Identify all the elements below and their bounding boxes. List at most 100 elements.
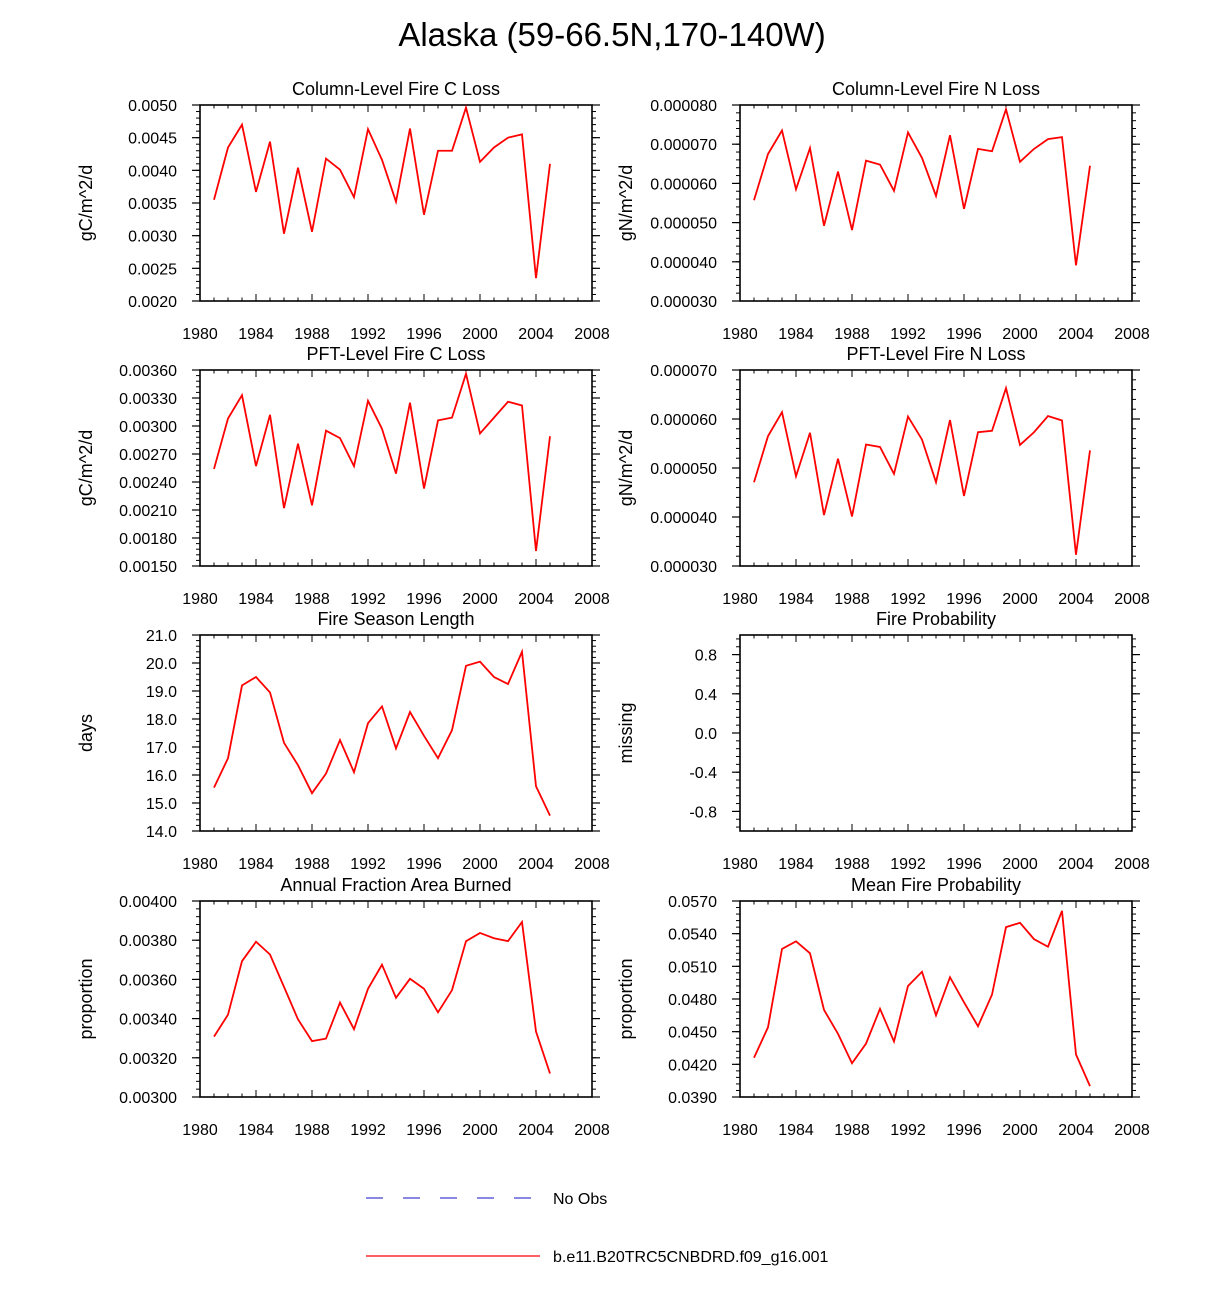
x-tick-label: 1980 [182, 326, 218, 343]
y-tick-label: 0.00300 [119, 419, 177, 436]
x-tick-label: 2000 [462, 856, 498, 873]
chart-panel-5: Fire Season Length days 1980 1984 1988 1992 19… [76, 609, 610, 873]
y-axis-label: gC/m^2/d [76, 430, 96, 506]
y-axis-label: gN/m^2/d [616, 165, 636, 241]
chart-panel-8: Mean Fire Probability proportion 1980 1984 1… [616, 875, 1150, 1139]
y-tick-label: 0.0025 [128, 261, 177, 278]
x-tick-label: 1992 [890, 326, 926, 343]
x-tick-label: 1988 [294, 856, 330, 873]
y-tick-label: 0.0045 [128, 131, 177, 148]
panel-title: Column-Level Fire N Loss [832, 79, 1040, 99]
plot-frame [199, 369, 593, 567]
x-tick-label: 2008 [574, 856, 610, 873]
x-tick-label: 1992 [890, 591, 926, 608]
y-tick-label: 0.000030 [650, 559, 717, 576]
chart-panels: Column-Level Fire C Loss gC/m^2/d 1980 1984… [76, 79, 1150, 1139]
y-tick-label: 0.00180 [119, 531, 177, 548]
y-tick-label: 0.000030 [650, 294, 717, 311]
x-tick-label: 1988 [834, 1122, 870, 1139]
y-tick-label: 0.4 [695, 687, 717, 704]
plot-frame [739, 104, 1133, 302]
x-tick-label: 1988 [834, 326, 870, 343]
y-axis-label: proportion [616, 958, 636, 1039]
y-tick-label: 0.00210 [119, 503, 177, 520]
x-tick-label: 1984 [778, 591, 814, 608]
y-tick-label: 0.000070 [650, 363, 717, 380]
y-tick-label: 18.0 [146, 712, 177, 729]
y-tick-label: 0.0570 [668, 894, 717, 911]
x-tick-label: 1996 [946, 326, 982, 343]
y-tick-label: 0.0510 [668, 959, 717, 976]
y-tick-label: 0.000070 [650, 137, 717, 154]
y-tick-label: 0.0040 [128, 163, 177, 180]
x-tick-label: 1980 [722, 856, 758, 873]
x-tick-label: 1996 [406, 326, 442, 343]
x-tick-label: 1984 [778, 326, 814, 343]
plot-frame [739, 634, 1133, 832]
x-tick-label: 1984 [778, 1122, 814, 1139]
x-tick-label: 1992 [350, 326, 386, 343]
x-tick-label: 1980 [182, 856, 218, 873]
x-tick-label: 2004 [1058, 326, 1094, 343]
x-tick-label: 2004 [1058, 591, 1094, 608]
y-tick-label: -0.4 [689, 765, 717, 782]
x-tick-label: 1996 [406, 856, 442, 873]
x-tick-label: 1988 [294, 1122, 330, 1139]
x-tick-label: 1984 [238, 856, 274, 873]
y-tick-label: 0.00270 [119, 447, 177, 464]
y-tick-label: 0.0480 [668, 992, 717, 1009]
x-tick-label: 2004 [1058, 856, 1094, 873]
legend: No Obs b.e11.B20TRC5CNBDRD.f09_g16.001 [366, 1191, 829, 1266]
y-tick-label: 0.00300 [119, 1090, 177, 1107]
x-tick-label: 2000 [462, 591, 498, 608]
y-tick-label: 21.0 [146, 628, 177, 645]
x-tick-label: 2000 [1002, 591, 1038, 608]
x-tick-label: 2004 [518, 326, 554, 343]
legend-model-label: b.e11.B20TRC5CNBDRD.f09_g16.001 [553, 1249, 829, 1266]
x-tick-label: 1980 [722, 591, 758, 608]
y-tick-label: -0.8 [689, 804, 717, 821]
panel-title: Mean Fire Probability [851, 875, 1021, 895]
x-tick-label: 1996 [406, 1122, 442, 1139]
x-tick-label: 2004 [1058, 1122, 1094, 1139]
y-tick-label: 0.00340 [119, 1012, 177, 1029]
x-tick-label: 1992 [350, 1122, 386, 1139]
x-tick-label: 2008 [574, 591, 610, 608]
x-tick-label: 2008 [1114, 1122, 1150, 1139]
y-tick-label: 0.00400 [119, 894, 177, 911]
y-tick-label: 0.0035 [128, 196, 177, 213]
y-tick-label: 0.8 [695, 648, 717, 665]
plot-frame [739, 900, 1133, 1098]
x-tick-label: 2008 [1114, 326, 1150, 343]
y-axis-label: gC/m^2/d [76, 165, 96, 241]
y-tick-label: 17.0 [146, 740, 177, 757]
x-tick-label: 1984 [238, 1122, 274, 1139]
panel-title: PFT-Level Fire C Loss [306, 344, 485, 364]
series-line [753, 910, 1091, 1087]
x-tick-label: 1980 [722, 326, 758, 343]
y-tick-label: 0.000050 [650, 216, 717, 233]
x-tick-label: 2000 [462, 1122, 498, 1139]
series-line [213, 648, 551, 816]
x-tick-label: 1988 [294, 326, 330, 343]
y-tick-label: 0.0420 [668, 1057, 717, 1074]
y-tick-label: 0.00380 [119, 933, 177, 950]
series-line [213, 104, 551, 279]
y-tick-label: 0.0020 [128, 294, 177, 311]
chart-panel-2: Column-Level Fire N Loss gN/m^2/d 1980 1984… [616, 79, 1150, 343]
x-tick-label: 1980 [722, 1122, 758, 1139]
chart-panel-6: Fire Probability missing 1980 1984 1988 1992 1… [616, 609, 1150, 873]
y-axis-label: gN/m^2/d [616, 430, 636, 506]
y-tick-label: 0.000060 [650, 412, 717, 429]
x-tick-label: 1992 [350, 856, 386, 873]
x-tick-label: 1980 [182, 1122, 218, 1139]
y-axis-label: proportion [76, 958, 96, 1039]
x-tick-label: 1992 [890, 1122, 926, 1139]
y-tick-label: 0.000040 [650, 510, 717, 527]
series-line [213, 370, 551, 552]
y-tick-label: 14.0 [146, 824, 177, 841]
y-tick-label: 0.0450 [668, 1025, 717, 1042]
y-tick-label: 0.00360 [119, 972, 177, 989]
x-tick-label: 1996 [946, 591, 982, 608]
